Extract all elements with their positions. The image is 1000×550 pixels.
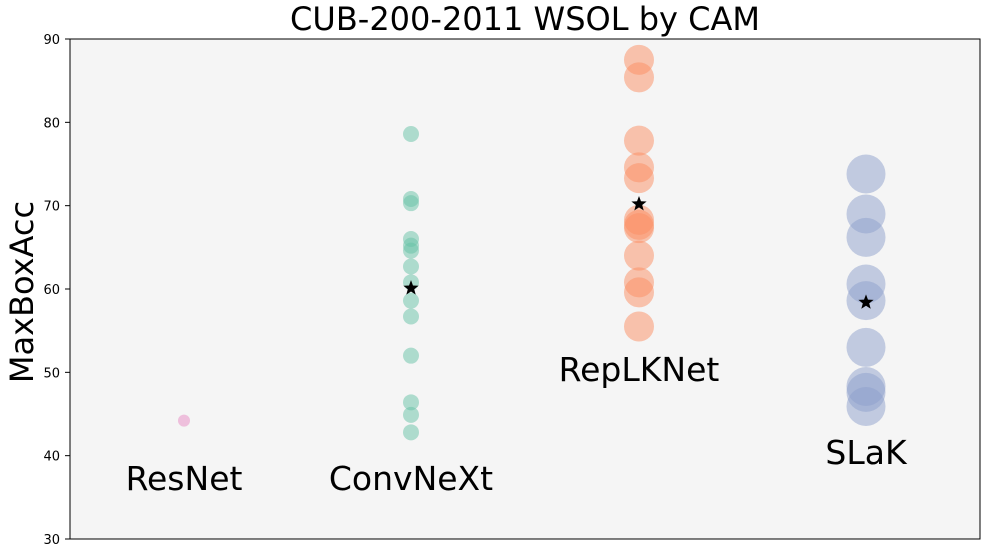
data-point-replknet-4 bbox=[624, 163, 654, 194]
data-point-convnext-11 bbox=[403, 394, 419, 411]
y-axis-label: MaxBoxAcc bbox=[3, 201, 41, 383]
data-point-convnext-9 bbox=[403, 308, 419, 325]
chart-title: CUB-200-2011 WSOL by CAM bbox=[290, 0, 760, 38]
mean-star-convnext bbox=[403, 280, 419, 295]
y-tick-label: 50 bbox=[43, 366, 60, 381]
data-point-convnext-0 bbox=[403, 126, 419, 142]
y-tick-label: 70 bbox=[43, 200, 60, 215]
data-point-replknet-7 bbox=[624, 213, 654, 244]
data-point-replknet-8 bbox=[624, 240, 654, 271]
group-label-convnext: ConvNeXt bbox=[329, 459, 493, 498]
y-tick-label: 60 bbox=[43, 283, 60, 298]
data-point-resnet-0 bbox=[178, 414, 190, 427]
data-points bbox=[178, 44, 886, 441]
group-label-resnet: ResNet bbox=[126, 459, 243, 498]
mean-star-replknet bbox=[631, 196, 647, 211]
data-point-convnext-10 bbox=[403, 347, 419, 364]
data-point-replknet-10 bbox=[624, 277, 654, 308]
group-label-slak: SLaK bbox=[825, 433, 908, 472]
data-point-convnext-6 bbox=[403, 258, 419, 275]
group-label-replknet: RepLKNet bbox=[559, 350, 720, 389]
y-tick-label: 90 bbox=[43, 33, 60, 48]
data-point-convnext-13 bbox=[403, 424, 419, 441]
y-tick-label: 40 bbox=[43, 450, 60, 465]
data-point-convnext-5 bbox=[403, 242, 419, 259]
data-point-slak-2 bbox=[846, 217, 886, 257]
group-labels: ResNet ConvNeXt RepLKNet SLaK bbox=[126, 350, 908, 498]
plot-area bbox=[69, 38, 981, 540]
data-point-convnext-8 bbox=[403, 292, 419, 309]
data-point-slak-8 bbox=[846, 387, 886, 426]
mean-star-slak bbox=[858, 294, 874, 309]
data-point-convnext-2 bbox=[403, 195, 419, 212]
data-point-convnext-12 bbox=[403, 406, 419, 423]
data-point-slak-0 bbox=[846, 154, 886, 194]
y-tick-label: 30 bbox=[43, 533, 60, 548]
data-point-replknet-11 bbox=[624, 311, 654, 342]
y-axis: 30 40 50 60 70 80 90 bbox=[43, 33, 70, 548]
data-point-slak-5 bbox=[846, 327, 886, 367]
data-point-replknet-2 bbox=[624, 125, 654, 156]
data-point-replknet-1 bbox=[624, 62, 654, 93]
y-tick-label: 80 bbox=[43, 116, 60, 131]
